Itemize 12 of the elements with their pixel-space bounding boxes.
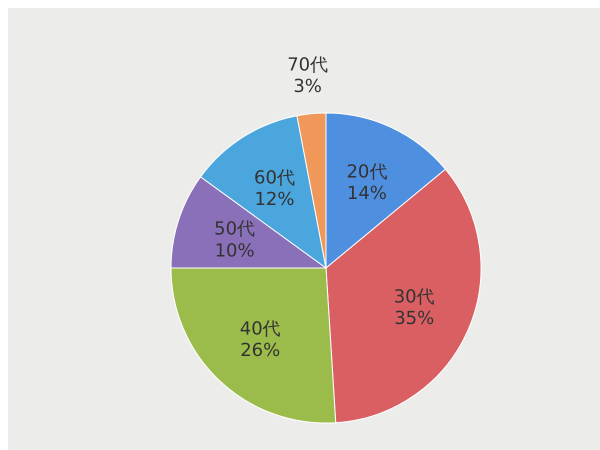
data-label: 3% xyxy=(293,76,322,97)
data-label: 12% xyxy=(254,188,295,210)
slice-label: 70代 xyxy=(287,54,328,76)
data-label: 26% xyxy=(240,340,280,362)
slice-label: 50代 xyxy=(214,218,256,240)
data-label: 35% xyxy=(394,308,434,330)
data-label: 10% xyxy=(214,240,255,262)
data-label: 14% xyxy=(346,183,387,204)
slice-label: 30代 xyxy=(394,286,435,308)
slice-label: 20代 xyxy=(346,161,388,182)
slice-label: 60代 xyxy=(254,167,295,188)
slice-label: 40代 xyxy=(240,318,281,340)
